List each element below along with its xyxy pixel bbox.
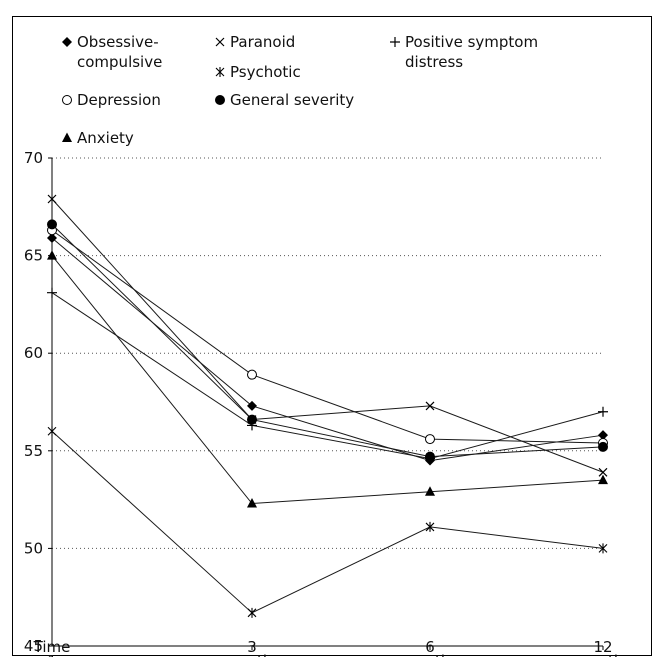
legend-label: General severity xyxy=(230,91,354,109)
series-line xyxy=(51,229,604,444)
grid xyxy=(52,157,603,549)
data-point xyxy=(247,607,257,618)
y-tick-label: 45 xyxy=(24,637,43,655)
data-point xyxy=(47,426,57,437)
legend-item: Anxiety xyxy=(62,129,134,147)
x-tick-label: Time xyxy=(33,638,71,656)
series-circle-filled xyxy=(47,219,608,462)
legend-label: Positive symptom xyxy=(405,33,538,51)
series-line xyxy=(51,292,604,460)
series-line xyxy=(51,237,604,462)
legend-label: Psychotic xyxy=(230,63,301,81)
data-point xyxy=(47,219,57,230)
legend-marker xyxy=(215,67,225,77)
legend-marker xyxy=(62,95,72,105)
x-tick-label: months xyxy=(575,652,632,657)
chart-frame: 455055606570Time13months6months12months … xyxy=(12,16,652,657)
x-tick-label: 1 xyxy=(47,652,57,657)
legend-item: General severity xyxy=(215,91,354,109)
legend-label: Depression xyxy=(77,91,161,109)
x-tick-label: months xyxy=(402,652,459,657)
data-point xyxy=(47,233,57,244)
series-x xyxy=(47,194,608,477)
legend-item: Positive symptom distress xyxy=(390,33,538,71)
legend-marker xyxy=(215,37,225,47)
data-point xyxy=(425,434,435,445)
series xyxy=(47,194,608,618)
legend-label: distress xyxy=(405,53,463,71)
legend-label: Anxiety xyxy=(77,129,134,147)
legend-label: Paranoid xyxy=(230,33,295,51)
data-point xyxy=(47,194,57,204)
legend-marker xyxy=(62,132,72,142)
data-point xyxy=(598,441,608,452)
legend-label: Obsessive- xyxy=(77,33,159,51)
data-point xyxy=(247,369,257,380)
series-line xyxy=(51,224,604,458)
legend-item: Depression xyxy=(62,91,161,109)
series-asterisk xyxy=(47,426,608,618)
x-tick-label: months xyxy=(224,652,281,657)
data-point xyxy=(47,287,57,298)
x-tick-label: 12 xyxy=(593,638,612,656)
legend-marker xyxy=(390,37,400,47)
x-tick-label: 6 xyxy=(425,638,435,656)
x-tick-label: 3 xyxy=(247,638,257,656)
legend-label: compulsive xyxy=(77,53,162,71)
data-point xyxy=(425,521,435,532)
y-tick-label: 65 xyxy=(24,247,43,265)
series-plus xyxy=(47,287,608,464)
axes: 455055606570Time13months6months12months xyxy=(24,149,632,657)
data-point xyxy=(598,467,608,477)
line-chart: 455055606570Time13months6months12months … xyxy=(24,33,632,657)
legend-item: Psychotic xyxy=(215,63,301,81)
series-diamond xyxy=(47,233,608,466)
data-point xyxy=(598,543,608,554)
series-line xyxy=(51,255,604,505)
legend: Obsessive-compulsive Paranoid Positive sym… xyxy=(62,33,538,147)
legend-item: Obsessive-compulsive xyxy=(62,33,162,71)
data-point xyxy=(247,414,257,425)
data-point xyxy=(598,430,608,441)
series-line xyxy=(51,430,604,614)
data-point xyxy=(47,250,57,260)
series-line xyxy=(51,198,604,473)
data-point xyxy=(425,451,435,462)
series-triangle xyxy=(47,250,608,508)
y-tick-label: 55 xyxy=(24,442,43,460)
data-point xyxy=(598,406,608,417)
y-tick-label: 60 xyxy=(24,344,43,362)
legend-item: Paranoid xyxy=(215,33,295,51)
y-tick-label: 70 xyxy=(24,149,43,167)
data-point xyxy=(425,401,435,411)
legend-marker xyxy=(215,95,225,105)
data-point xyxy=(247,400,257,411)
data-point xyxy=(247,498,257,508)
data-point xyxy=(598,474,608,485)
data-point xyxy=(425,486,435,496)
legend-marker xyxy=(62,37,72,47)
y-tick-label: 50 xyxy=(24,539,43,557)
